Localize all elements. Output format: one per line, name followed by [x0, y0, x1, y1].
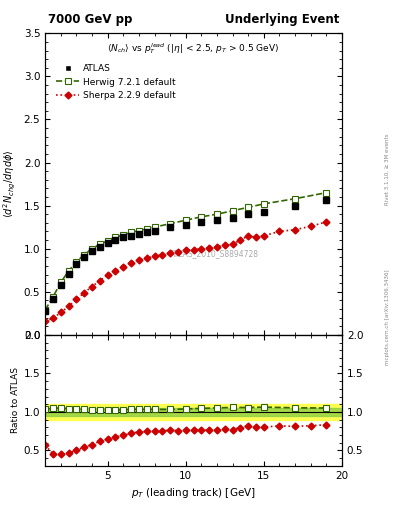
Legend: ATLAS, Herwig 7.2.1 default, Sherpa 2.2.9 default: ATLAS, Herwig 7.2.1 default, Sherpa 2.2.… — [53, 60, 180, 103]
Text: Underlying Event: Underlying Event — [224, 13, 339, 26]
Text: ATLAS_2010_S8894728: ATLAS_2010_S8894728 — [170, 249, 259, 258]
X-axis label: $p_T$ (leading track) [GeV]: $p_T$ (leading track) [GeV] — [131, 486, 256, 500]
Text: mcplots.cern.ch [arXiv:1306.3436]: mcplots.cern.ch [arXiv:1306.3436] — [385, 270, 390, 365]
Text: $\langle N_{ch}\rangle$ vs $p_T^{lead}$ ($|\eta|$ < 2.5, $p_T$ > 0.5 GeV): $\langle N_{ch}\rangle$ vs $p_T^{lead}$ … — [107, 41, 280, 56]
Y-axis label: Ratio to ATLAS: Ratio to ATLAS — [11, 368, 20, 433]
Text: Rivet 3.1.10, ≥ 3M events: Rivet 3.1.10, ≥ 3M events — [385, 133, 390, 205]
Y-axis label: $\langle d^2 N_{chg}/d\eta d\phi \rangle$: $\langle d^2 N_{chg}/d\eta d\phi \rangle… — [2, 150, 18, 218]
Text: 7000 GeV pp: 7000 GeV pp — [48, 13, 132, 26]
